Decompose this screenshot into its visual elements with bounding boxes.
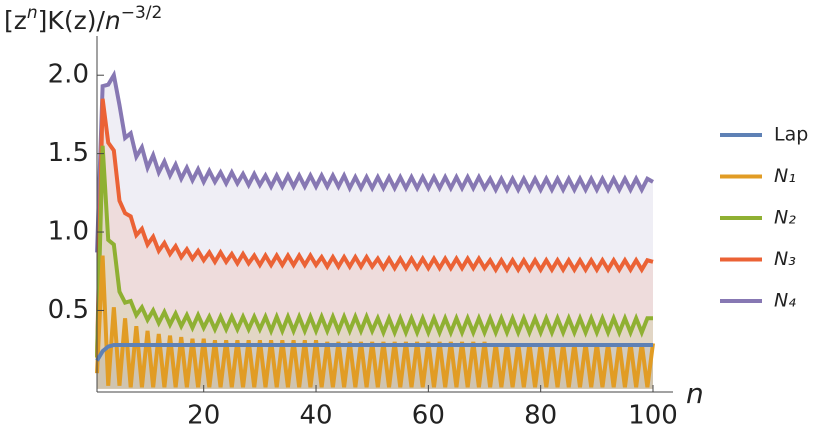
legend-label: N₃: [774, 248, 796, 270]
x-tick-label: 60: [412, 401, 445, 431]
series-line: [95, 98, 654, 358]
area-fill: [97, 98, 653, 389]
x-tick-label: 100: [628, 401, 678, 431]
x-tick-label: 20: [187, 401, 220, 431]
plot-area: [95, 69, 655, 389]
legend-label: N₄: [774, 290, 796, 312]
series-line: [95, 342, 653, 362]
area-fill: [97, 75, 653, 389]
legend-label: N₁: [774, 165, 796, 187]
series-line: [95, 145, 653, 358]
x-tick-label: 80: [524, 401, 557, 431]
y-axis-label: [zn]K(z)/n−3/2: [4, 3, 162, 35]
x-tick-label: 40: [299, 401, 332, 431]
y-tick-label: 2.0: [48, 60, 89, 90]
legend-label: Lap: [774, 124, 808, 146]
y-tick-label: 1.0: [48, 217, 89, 247]
y-tick-label: 1.5: [48, 138, 89, 168]
series-line: [95, 255, 655, 388]
series-line: [95, 69, 654, 253]
y-tick-label: 0.5: [48, 295, 89, 325]
x-axis-label: n: [686, 377, 704, 410]
legend-label: N₂: [774, 207, 796, 229]
